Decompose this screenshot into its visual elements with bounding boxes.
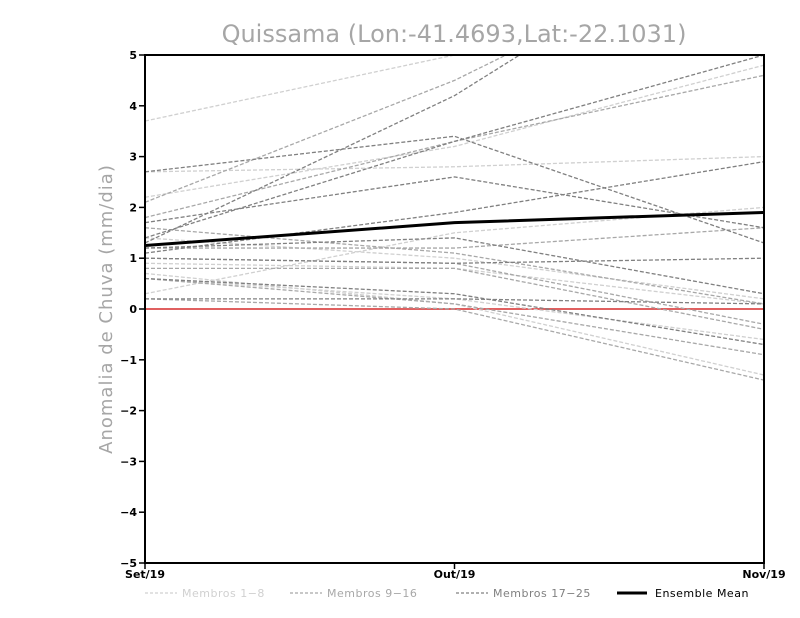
y-tick-label: 0	[129, 303, 137, 316]
y-tick-label: −5	[120, 557, 137, 570]
member-line-1	[145, 55, 459, 122]
legend-label-4: Ensemble Mean	[655, 587, 749, 600]
member-line-18	[145, 55, 764, 239]
legend-label-1: Membros 1−8	[182, 587, 265, 600]
x-tick-label: Nov/19	[742, 568, 785, 581]
y-tick-label: 3	[129, 151, 137, 164]
member-line-21	[145, 161, 764, 254]
member-line-12	[145, 227, 764, 249]
member-line-22	[145, 237, 764, 295]
y-tick-label: 4	[129, 100, 137, 113]
member-line-16	[145, 298, 764, 381]
member-line-2	[145, 155, 764, 173]
axis-layer: −5 −4 −3 −2 −1 0 1 2 3 4 5 Set/19 Out/19 Nov/19	[120, 49, 786, 581]
member-line-15	[145, 277, 764, 356]
member-line-6	[145, 206, 764, 295]
y-tick-label: 2	[129, 201, 137, 214]
series-layer	[145, 55, 764, 381]
legend-label-3: Membros 17−25	[493, 587, 591, 600]
chart-title: Quissama (Lon:-41.4693,Lat:-22.1031)	[222, 20, 687, 48]
y-axis-label: Anomalia de Chuva (mm/dia)	[96, 164, 117, 454]
member-line-9	[145, 55, 508, 203]
y-tick-label: −1	[120, 354, 137, 367]
member-line-3	[145, 64, 764, 198]
member-line-19	[145, 135, 764, 244]
member-line-14	[145, 267, 764, 330]
member-line-23	[145, 257, 764, 264]
member-line-25	[145, 298, 764, 305]
legend: Membros 1−8 Membros 9−16 Membros 17−25 Ense…	[145, 587, 749, 600]
y-tick-label: −3	[120, 455, 137, 468]
y-tick-label: 5	[129, 49, 137, 62]
member-line-17	[145, 55, 521, 244]
x-tick-label: Out/19	[434, 568, 476, 581]
legend-label-2: Membros 9−16	[327, 587, 417, 600]
x-tick-label: Set/19	[125, 568, 165, 581]
member-line-7	[145, 277, 764, 341]
y-tick-label: −4	[120, 506, 137, 519]
ensemble-mean-line	[145, 210, 764, 247]
member-line-20	[145, 176, 764, 229]
y-tick-label: −2	[120, 405, 137, 418]
member-line-11	[145, 227, 764, 305]
member-line-24	[145, 277, 764, 346]
y-tick-label: 1	[129, 252, 137, 265]
